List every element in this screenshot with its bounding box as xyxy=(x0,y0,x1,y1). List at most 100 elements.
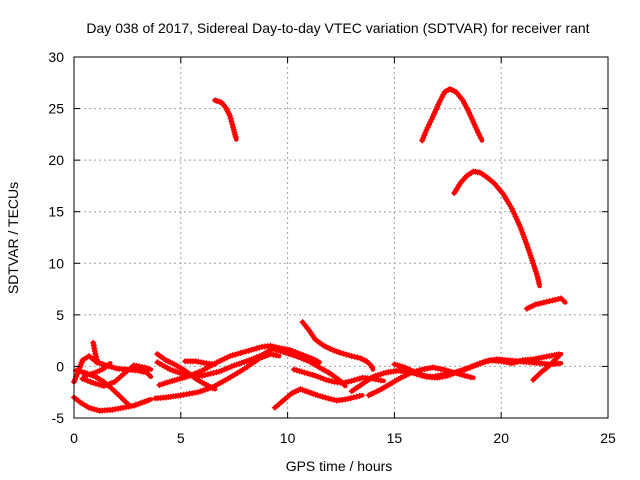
data-point xyxy=(342,396,349,403)
x-axis-title: GPS time / hours xyxy=(286,458,393,474)
data-point xyxy=(270,343,277,350)
x-tick-label: 0 xyxy=(70,430,78,446)
data-point xyxy=(90,379,97,386)
series-arc-15 xyxy=(182,358,218,367)
data-point xyxy=(529,257,536,264)
data-point xyxy=(461,372,468,379)
y-tick-label: 20 xyxy=(48,152,64,168)
data-point xyxy=(76,368,82,375)
data-point xyxy=(315,373,321,380)
data-point xyxy=(560,297,567,304)
data-point xyxy=(227,115,234,122)
x-tick-label: 20 xyxy=(493,430,509,446)
data-point xyxy=(204,371,211,378)
data-series xyxy=(71,86,568,414)
data-point xyxy=(92,351,99,358)
data-point xyxy=(226,112,233,119)
data-point xyxy=(289,348,296,354)
series-arc-17 xyxy=(271,386,365,411)
data-point xyxy=(531,265,538,272)
data-point xyxy=(314,358,321,365)
data-point xyxy=(354,354,361,361)
data-point xyxy=(476,132,483,139)
data-point xyxy=(444,372,451,379)
data-point xyxy=(229,352,236,359)
data-point xyxy=(229,121,236,128)
data-point xyxy=(450,370,457,377)
data-point xyxy=(137,368,144,375)
data-point xyxy=(458,367,465,374)
data-point xyxy=(459,371,466,378)
series-arc-11 xyxy=(152,351,282,402)
data-point xyxy=(368,391,375,397)
data-point xyxy=(300,352,307,359)
y-tick-label: 15 xyxy=(48,204,64,220)
data-point xyxy=(397,374,404,381)
data-point xyxy=(309,371,316,378)
data-point xyxy=(145,397,152,404)
data-point xyxy=(301,369,308,376)
data-point xyxy=(78,368,85,375)
plot-frame xyxy=(73,56,609,419)
series-arc-8 xyxy=(79,362,154,389)
data-point xyxy=(437,96,444,103)
data-point xyxy=(91,406,98,413)
data-point xyxy=(325,395,332,402)
data-point xyxy=(533,271,540,277)
y-tick-label: 5 xyxy=(56,307,64,323)
data-point xyxy=(516,358,523,364)
data-point xyxy=(511,210,518,217)
data-point xyxy=(428,116,435,123)
data-point xyxy=(356,393,363,399)
data-point xyxy=(291,366,297,373)
axis-ticks: 0 5 10 15 20 25 -5 0 5 10 15 20 25 30 xyxy=(48,49,616,446)
data-point xyxy=(540,299,547,306)
data-point xyxy=(513,216,520,223)
series-arc-9 xyxy=(73,367,132,408)
data-point xyxy=(543,298,550,305)
data-point xyxy=(90,339,97,346)
data-point xyxy=(338,350,344,356)
data-point xyxy=(467,374,474,381)
data-point xyxy=(402,364,409,371)
data-point xyxy=(452,369,459,376)
data-point xyxy=(405,370,412,377)
data-point xyxy=(530,260,537,267)
data-point xyxy=(286,346,293,353)
data-point xyxy=(299,368,305,375)
chart-title: Day 038 of 2017, Sidereal Day-to-day VTE… xyxy=(86,20,589,36)
data-point xyxy=(228,118,235,125)
y-tick-label: 30 xyxy=(48,49,64,65)
data-point xyxy=(232,134,239,140)
y-tick-label: 0 xyxy=(56,358,64,374)
data-point xyxy=(242,348,249,355)
data-point xyxy=(508,205,515,212)
data-point xyxy=(98,382,105,389)
data-point xyxy=(345,378,352,385)
y-tick-label: 10 xyxy=(48,255,64,271)
data-point xyxy=(403,372,410,379)
x-tick-label: 5 xyxy=(177,430,185,446)
data-point xyxy=(325,377,332,384)
data-point xyxy=(351,353,358,360)
data-point xyxy=(328,378,335,385)
data-point xyxy=(322,394,329,401)
data-point xyxy=(538,300,545,307)
data-point xyxy=(199,372,206,379)
data-point xyxy=(440,366,447,373)
data-point xyxy=(511,359,518,366)
data-point xyxy=(340,379,347,386)
data-point xyxy=(350,394,357,401)
data-point xyxy=(328,396,334,403)
data-point xyxy=(343,351,350,358)
data-point xyxy=(555,360,562,367)
series-arc-4 xyxy=(523,295,568,312)
data-point xyxy=(427,119,434,126)
data-point xyxy=(305,354,312,361)
data-point xyxy=(89,370,96,377)
data-point xyxy=(84,377,91,384)
data-point xyxy=(213,369,220,376)
series-arc-16 xyxy=(299,319,376,372)
data-point xyxy=(371,389,378,396)
